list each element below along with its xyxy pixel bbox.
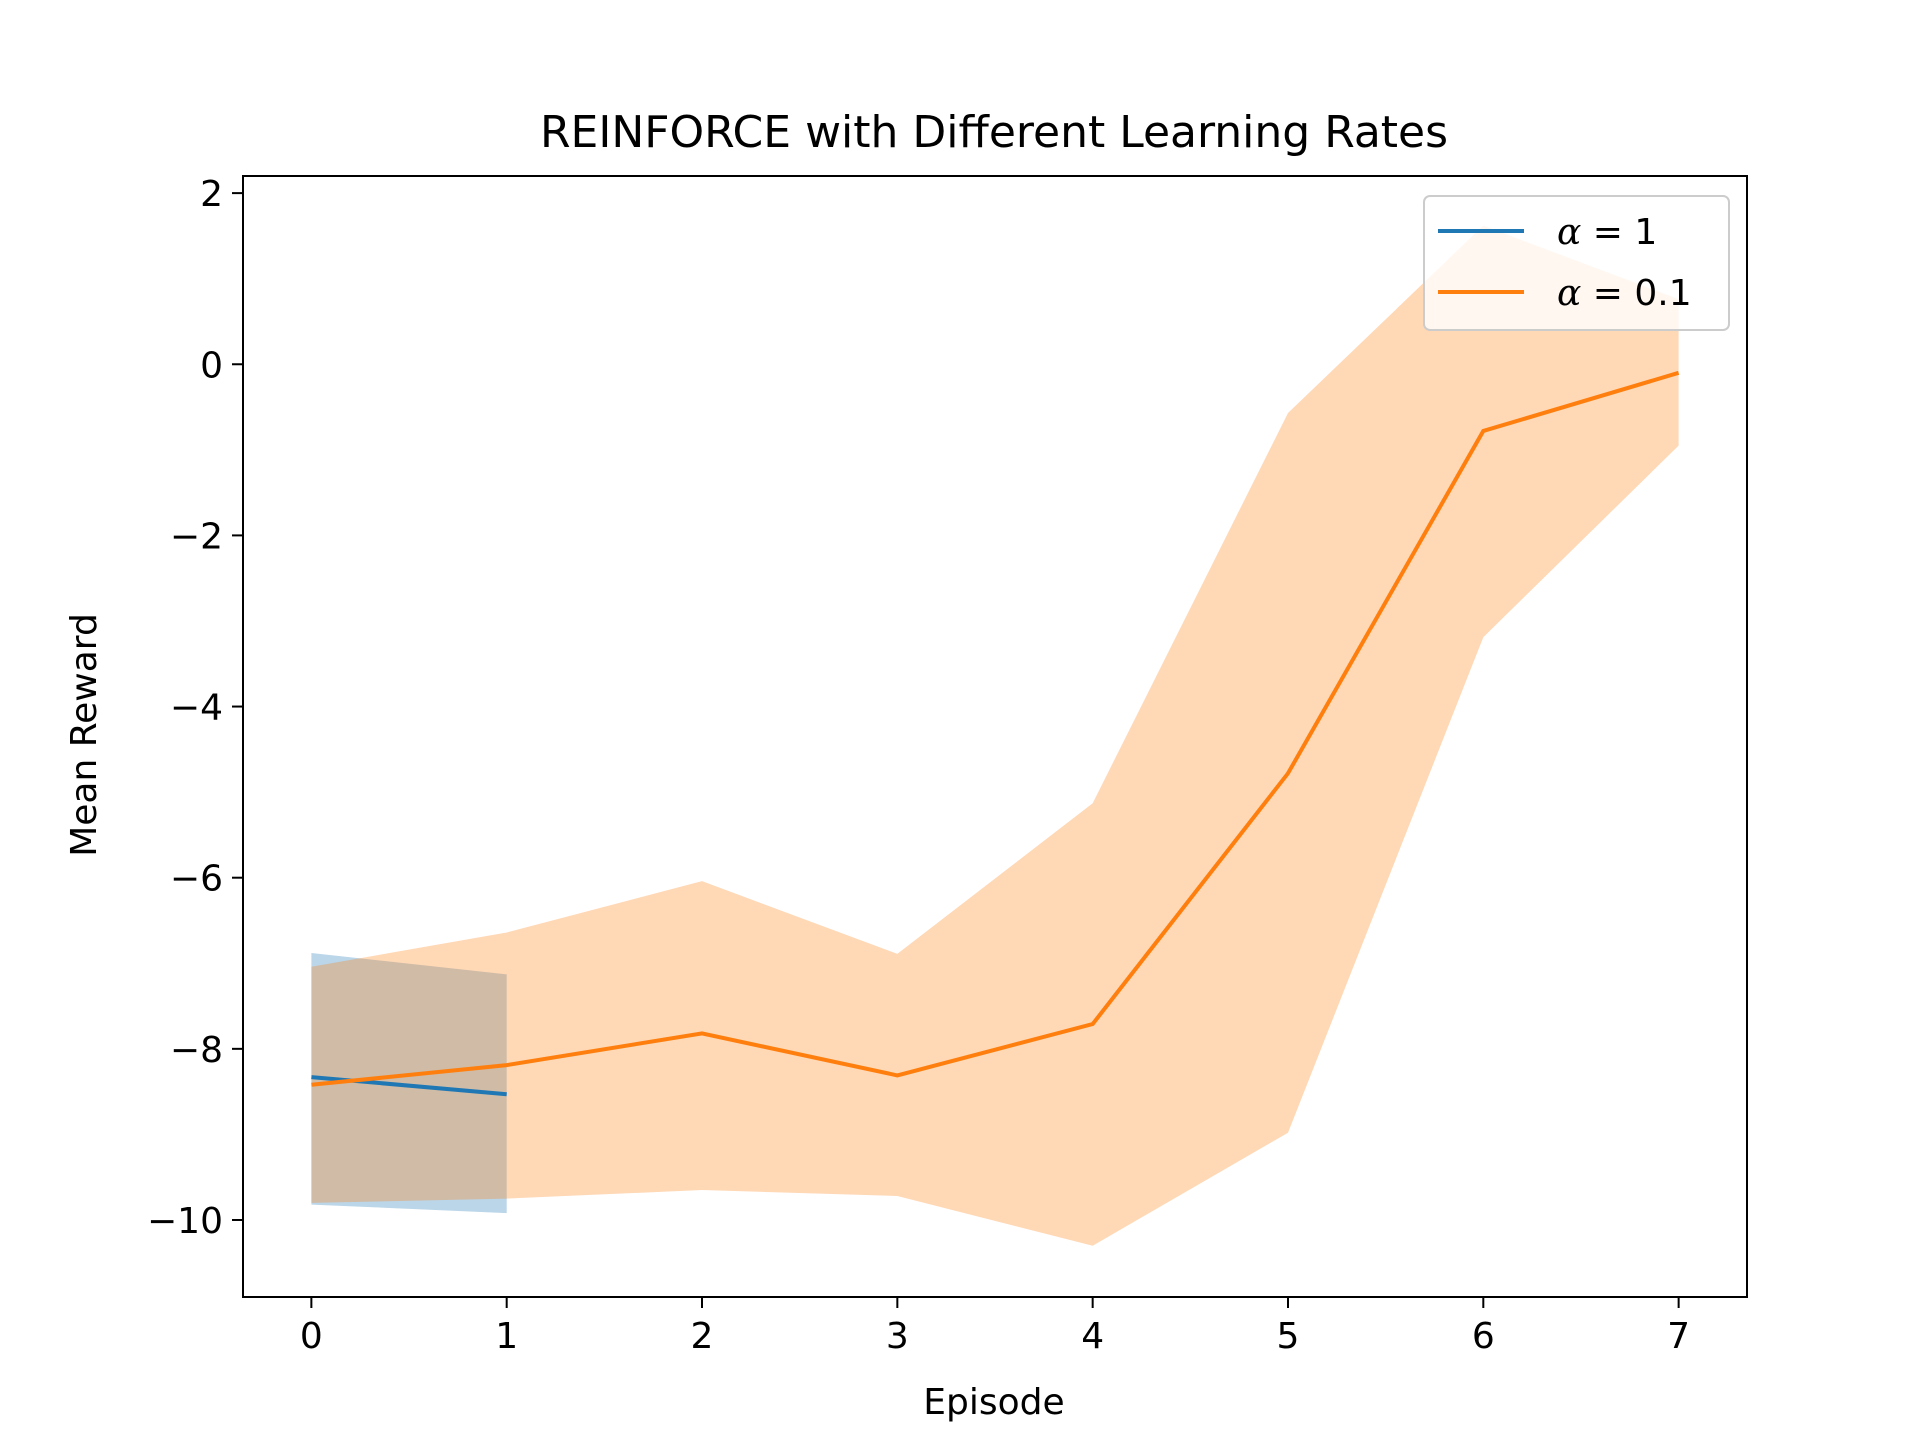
y-tick-label: 2 [200, 174, 223, 215]
chart-title: REINFORCE with Different Learning Rates [540, 107, 1448, 158]
y-axis-label: Mean Reward [64, 613, 105, 857]
confidence-band-series-1 [311, 953, 507, 1214]
legend-entry-2: α = 0.1 [1557, 273, 1692, 314]
x-tick-label: 7 [1667, 1316, 1690, 1357]
y-tick-label: −4 [170, 688, 223, 729]
y-tick-label: −8 [170, 1030, 223, 1071]
y-tick-label: −2 [170, 516, 223, 557]
legend-alpha-symbol: α [1557, 212, 1581, 253]
x-tick-label: 6 [1472, 1316, 1495, 1357]
x-tick-label: 2 [691, 1316, 714, 1357]
axes-frame [242, 175, 1748, 1298]
plot-area: 0 1 2 3 4 5 6 720−2−4−6−8−10α = 1α = 0.1 [147, 174, 1748, 1357]
y-tick-label: 0 [200, 345, 223, 386]
x-tick-label: 3 [886, 1316, 909, 1357]
x-tick-label: 0 [300, 1316, 323, 1357]
y-tick-label: −6 [170, 859, 223, 900]
legend-alpha-symbol: α [1557, 273, 1581, 314]
x-tick-label: 4 [1081, 1316, 1104, 1357]
series-line-2 [311, 370, 1680, 1087]
legend-value: = 1 [1581, 212, 1657, 253]
confidence-band-series-2 [311, 225, 1679, 1246]
legend: α = 1α = 0.1 [1423, 195, 1730, 331]
y-tick-label: −10 [147, 1201, 223, 1242]
legend-value: = 0.1 [1581, 273, 1691, 314]
x-tick-label: 1 [495, 1316, 518, 1357]
legend-entry-1: α = 1 [1557, 212, 1657, 253]
series-layer [311, 225, 1680, 1246]
x-axis-label: Episode [923, 1382, 1064, 1423]
x-tick-label: 5 [1277, 1316, 1300, 1357]
